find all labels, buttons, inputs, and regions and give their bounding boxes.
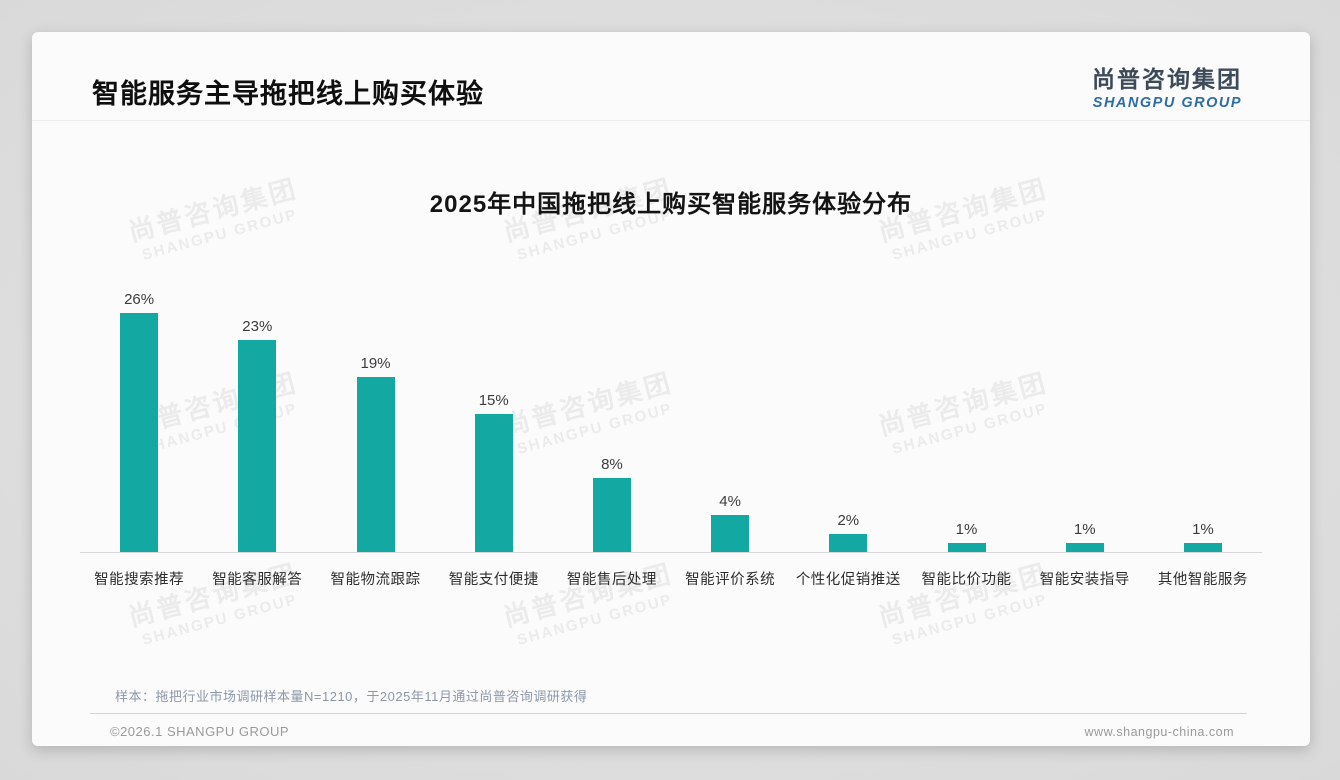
bar-value-label: 2% [837, 512, 860, 529]
bar-value-label: 15% [478, 392, 509, 409]
company-logo: 尚普咨询集团 SHANGPU GROUP [1092, 60, 1242, 111]
bar [356, 377, 395, 552]
bar [1065, 543, 1104, 552]
bar [120, 313, 159, 552]
x-axis-label: 智能评价系统 [685, 572, 776, 588]
header-divider [32, 120, 1310, 121]
footer-copyright: ©2026.1 SHANGPU GROUP [110, 724, 290, 739]
bar-value-label: 8% [601, 456, 623, 473]
bar [1183, 543, 1222, 552]
x-axis-label: 智能客服解答 [212, 572, 303, 588]
bar [238, 340, 277, 552]
bar-column: 1% [1144, 282, 1262, 552]
bar-value-label: 26% [124, 291, 155, 308]
bar-column: 2% [789, 282, 907, 552]
footer-website: www.shangpu-china.com [1084, 725, 1234, 739]
bar [474, 414, 513, 552]
x-axis-labels: 智能搜索推荐 智能客服解答 智能物流跟踪 智能支付便捷 智能售后处理 智能评价系统 个性化促… [80, 568, 1262, 589]
bar [592, 478, 631, 552]
bar-value-label: 4% [719, 493, 741, 510]
footer-divider [90, 713, 1247, 714]
bar-value-label: 1% [1073, 521, 1096, 538]
bar-column: 4% [671, 282, 789, 552]
logo-english-text: SHANGPU GROUP [1092, 95, 1242, 111]
bar [711, 515, 750, 552]
bar-column: 1% [1026, 282, 1144, 552]
logo-chinese-text: 尚普咨询集团 [1092, 66, 1242, 92]
x-axis-label: 智能支付便捷 [448, 572, 539, 588]
bar [829, 534, 868, 552]
bar-value-label: 1% [1192, 521, 1214, 538]
bar-column: 15% [435, 282, 553, 552]
bar-value-label: 19% [360, 355, 391, 372]
bar-value-label: 23% [242, 318, 273, 335]
x-axis-label: 智能搜索推荐 [94, 572, 185, 588]
x-axis-label: 智能物流跟踪 [330, 572, 421, 588]
x-axis-label: 智能安装指导 [1039, 572, 1130, 588]
bar-column: 26% [80, 282, 198, 552]
sample-note: 样本：拖把行业市场调研样本量N=1210，于2025年11月通过尚普咨询调研获得 [115, 689, 588, 704]
x-axis-label: 智能比价功能 [921, 572, 1012, 588]
x-axis-line [80, 552, 1262, 553]
chart-plot: 26% 23% 19% 15% 8% 4% 2% 1% 1% 1% [80, 282, 1262, 552]
page-title: 智能服务主导拖把线上购买体验 [92, 79, 484, 109]
chart-title: 2025年中国拖把线上购买智能服务体验分布 [429, 191, 913, 218]
bar-column: 23% [198, 282, 316, 552]
header: 智能服务主导拖把线上购买体验 尚普咨询集团 SHANGPU GROUP [32, 32, 1310, 121]
slide-card: 尚普咨询集团 SHANGPU GROUP 尚普咨询集团 SHANGPU GROUP 尚普… [32, 32, 1310, 746]
x-axis-label: 智能售后处理 [566, 572, 657, 588]
bar-value-label: 1% [955, 521, 978, 538]
bar-chart: 2025年中国拖把线上购买智能服务体验分布 26% 23% 19% 15% 8% 4% 2%… [32, 32, 1310, 746]
bar-column: 1% [907, 282, 1025, 552]
bar-column: 8% [553, 282, 671, 552]
bar [947, 543, 986, 552]
x-axis-label: 个性化促销推送 [795, 572, 901, 588]
x-axis-label: 其他智能服务 [1157, 572, 1248, 588]
bar-column: 19% [316, 282, 434, 552]
